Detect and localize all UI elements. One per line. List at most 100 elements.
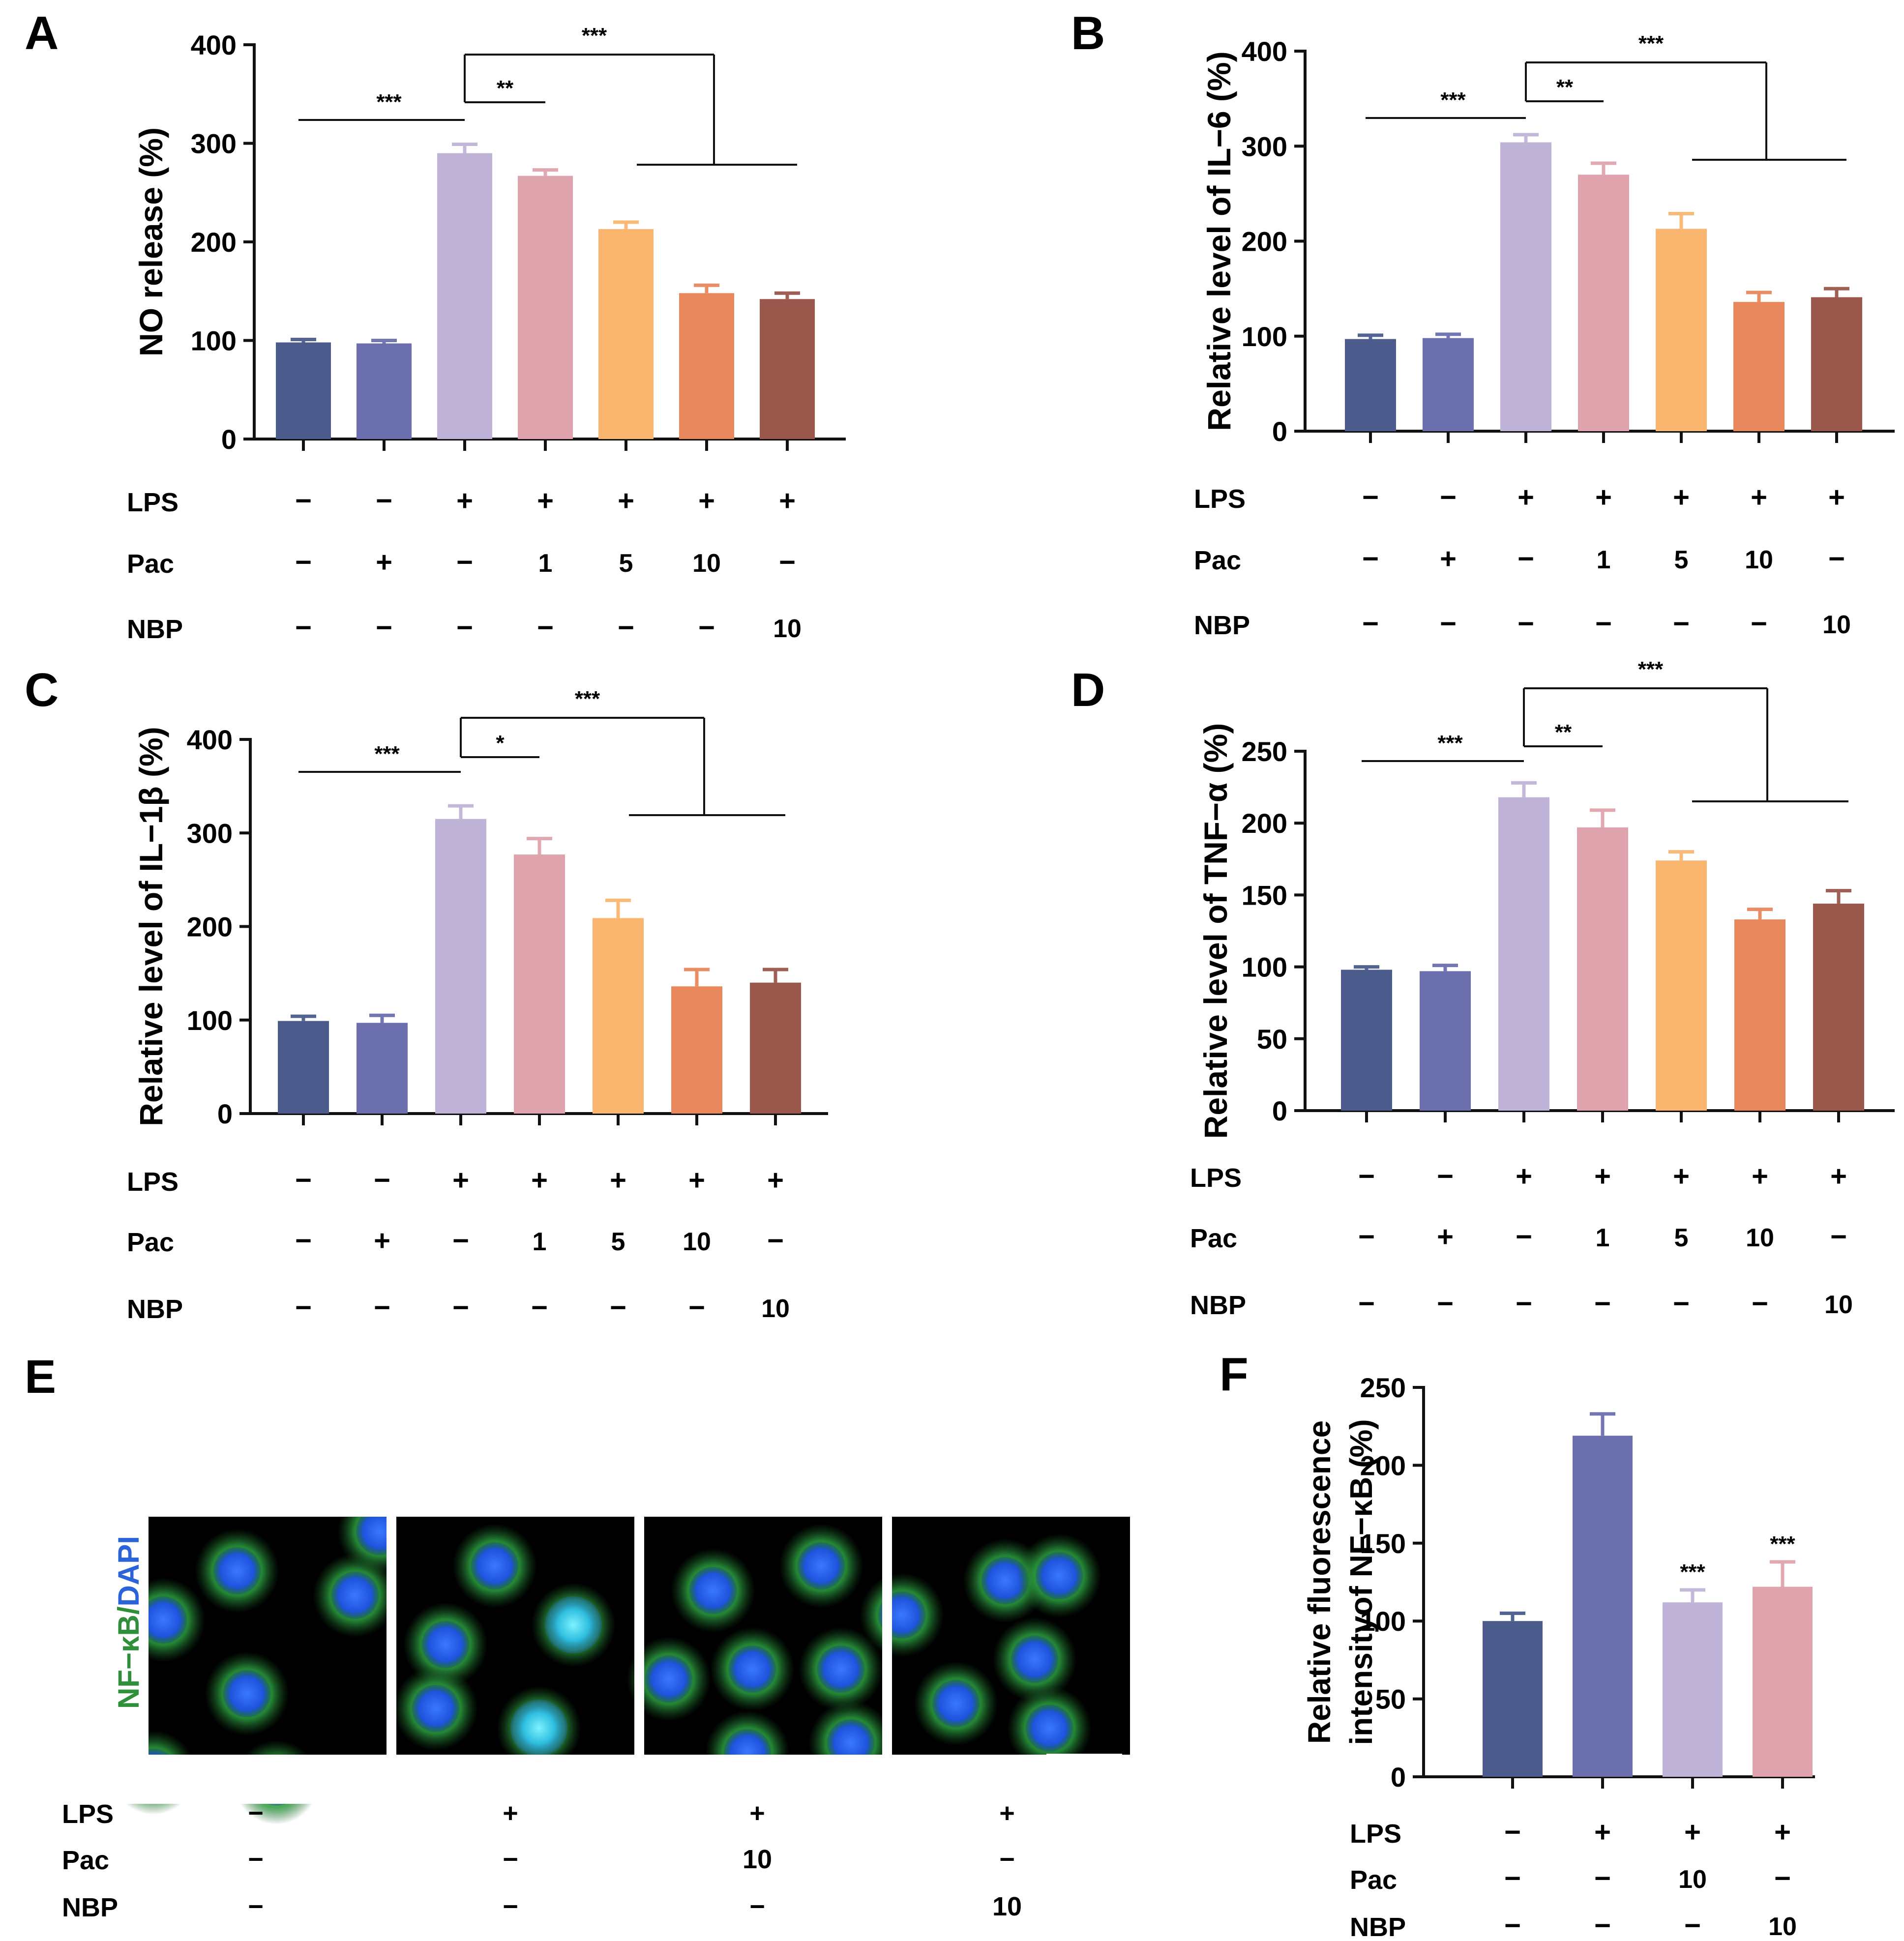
image-margin bbox=[98, 1468, 149, 1804]
y-axis-label: intensityof NF−κB (%) bbox=[1343, 1419, 1379, 1745]
bar bbox=[276, 342, 331, 439]
bar bbox=[1813, 903, 1864, 1111]
treatment-value: − bbox=[376, 612, 392, 644]
treatment-value: − bbox=[295, 1292, 312, 1323]
treatment-value: 1 bbox=[533, 1228, 547, 1256]
treatment-row-label: LPS bbox=[1194, 484, 1246, 514]
treatment-value: − bbox=[698, 612, 715, 644]
treatment-row-label: NBP bbox=[127, 1294, 183, 1324]
treatment-value: − bbox=[531, 1292, 548, 1323]
treatment-value: − bbox=[1595, 608, 1612, 640]
y-tick-label: 200 bbox=[191, 227, 237, 258]
dapi-nucleus bbox=[545, 1596, 602, 1653]
bar bbox=[1656, 229, 1707, 431]
bar bbox=[1420, 971, 1471, 1111]
y-tick-label: 50 bbox=[1375, 1684, 1406, 1715]
treatment-value: − bbox=[1362, 608, 1379, 640]
bar bbox=[435, 819, 486, 1114]
image-margin bbox=[149, 1468, 1130, 1517]
treatment-row-label: LPS bbox=[127, 1167, 178, 1197]
treatment-value: − bbox=[1516, 1221, 1532, 1253]
treatment-value: + bbox=[452, 1164, 469, 1196]
bar bbox=[593, 918, 644, 1114]
treatment-value: − bbox=[779, 546, 796, 578]
panel-letter: B bbox=[1071, 7, 1105, 59]
y-tick-label: 200 bbox=[1242, 226, 1287, 257]
treatment-value: + bbox=[1774, 1816, 1791, 1848]
treatment-value: − bbox=[295, 1164, 312, 1196]
treatment-row-label: Pac bbox=[127, 549, 174, 579]
y-tick-label: 100 bbox=[1360, 1606, 1406, 1637]
image-margin bbox=[149, 1755, 1130, 1804]
treatment-value: − bbox=[376, 485, 392, 517]
bar bbox=[437, 153, 492, 439]
treatment-row-label: LPS bbox=[127, 488, 178, 517]
dapi-nucleus bbox=[223, 1670, 270, 1717]
significance-marker: *** bbox=[1638, 31, 1664, 56]
panel-letter: E bbox=[25, 1351, 56, 1403]
treatment-value: 5 bbox=[1674, 546, 1689, 574]
treatment-value: + bbox=[376, 546, 392, 578]
treatment-value: − bbox=[1504, 1816, 1521, 1848]
treatment-value: 10 bbox=[1824, 1291, 1853, 1319]
significance-marker: ** bbox=[497, 76, 514, 100]
panel-letter: A bbox=[25, 7, 59, 59]
treatment-value: + bbox=[1673, 481, 1690, 513]
significance-marker: * bbox=[496, 731, 505, 755]
treatment-value: − bbox=[610, 1292, 626, 1323]
panel-c: C Relative level of IL−1β (%) 0 100 200 300 40… bbox=[25, 664, 828, 1324]
y-tick-label: 200 bbox=[187, 912, 233, 942]
bar bbox=[518, 176, 573, 439]
treatment-value: + bbox=[503, 1798, 518, 1828]
treatment-value: − bbox=[1684, 1910, 1701, 1941]
image-gap bbox=[387, 1517, 396, 1755]
treatment-value: − bbox=[1828, 543, 1845, 575]
treatment-value: 1 bbox=[538, 549, 553, 578]
y-axis-label: Relative fluorescence bbox=[1302, 1420, 1337, 1744]
dapi-nucleus bbox=[422, 1621, 469, 1668]
bar bbox=[1573, 1436, 1633, 1777]
bar bbox=[760, 299, 815, 439]
treatment-value: + bbox=[1594, 1816, 1611, 1848]
dapi-nucleus bbox=[817, 1646, 864, 1693]
y-tick-label: 100 bbox=[191, 325, 237, 356]
treatment-value: − bbox=[295, 1225, 312, 1257]
treatment-row-label: Pac bbox=[1194, 546, 1241, 575]
treatment-value: + bbox=[1440, 543, 1457, 575]
treatment-value: 10 bbox=[1678, 1865, 1707, 1894]
y-tick-label: 250 bbox=[1360, 1372, 1406, 1403]
treatment-value: − bbox=[374, 1292, 390, 1323]
treatment-row-label: NBP bbox=[1350, 1912, 1406, 1941]
treatment-value: − bbox=[295, 612, 312, 644]
treatment-value: + bbox=[767, 1164, 784, 1196]
y-tick-label: 400 bbox=[191, 29, 237, 60]
bar bbox=[357, 343, 412, 439]
treatment-value: − bbox=[1516, 1288, 1532, 1320]
treatment-value: − bbox=[1774, 1862, 1791, 1894]
significance-marker: *** bbox=[1770, 1532, 1795, 1556]
treatment-value: + bbox=[779, 485, 796, 517]
bar bbox=[514, 854, 565, 1114]
treatment-value: − bbox=[999, 1845, 1015, 1874]
treatment-value: − bbox=[456, 546, 473, 578]
treatment-value: 5 bbox=[1674, 1224, 1689, 1252]
panel-letter: C bbox=[25, 664, 59, 716]
significance-marker: *** bbox=[376, 90, 402, 114]
treatment-value: + bbox=[1595, 481, 1612, 513]
panel-e: E NF−κB/DAPI LPS − + + + Pac − − 10 − NBP − − − 10 bbox=[25, 1351, 1179, 1922]
y-axis-label: Relative level of IL−6 (%) bbox=[1201, 51, 1237, 431]
bar bbox=[1753, 1587, 1813, 1777]
y-axis-label: Relative level of IL−1β (%) bbox=[133, 727, 169, 1126]
treatment-value: − bbox=[1673, 608, 1690, 640]
bar bbox=[1498, 797, 1549, 1111]
treatment-value: − bbox=[749, 1892, 765, 1921]
dapi-nucleus bbox=[729, 1646, 776, 1693]
treatment-value: − bbox=[1517, 608, 1534, 640]
treatment-value: − bbox=[1594, 1288, 1611, 1320]
treatment-value: − bbox=[1751, 608, 1767, 640]
treatment-value: − bbox=[456, 612, 473, 644]
treatment-row-label: Pac bbox=[1190, 1224, 1237, 1253]
panel-a: A NO release (%) 0 100 200 300 400 LPS − − + + + + + Pa… bbox=[25, 7, 846, 644]
treatment-value: − bbox=[248, 1845, 264, 1874]
y-tick-label: 150 bbox=[1242, 880, 1287, 911]
